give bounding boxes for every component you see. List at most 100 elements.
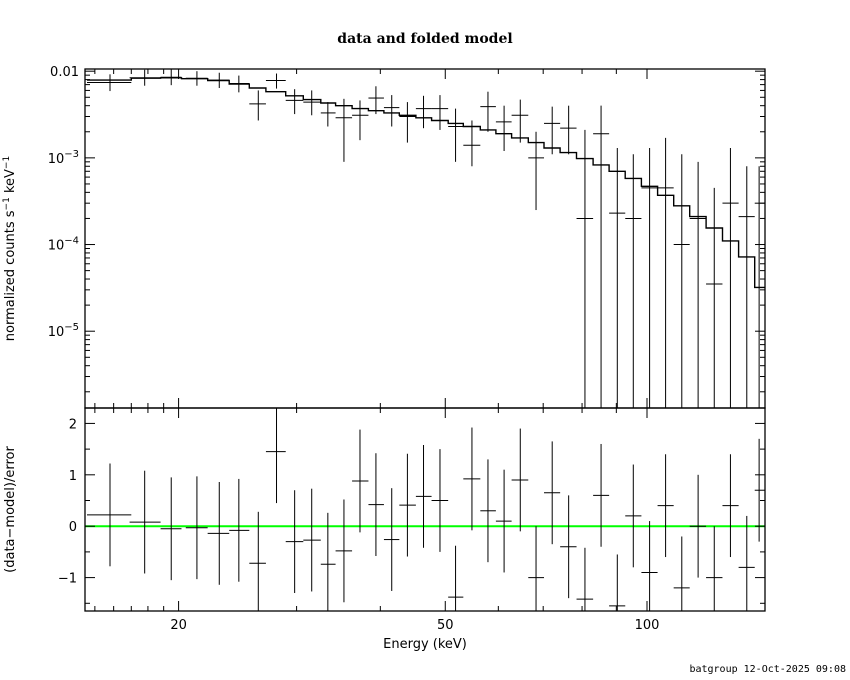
y-tick-label: −1 [58,572,77,587]
data-point [229,75,250,93]
data-point [480,91,496,132]
residual-point [593,443,610,547]
residual-point [511,428,529,532]
y-tick-label-base: 10 [48,239,65,254]
residual-point [544,441,561,545]
data-point [448,108,464,162]
y-tick-label: 2 [69,417,77,432]
data-point [383,95,400,127]
bottom-panel-frame [84,407,766,612]
x-tick-label: 100 [635,618,660,633]
data-point [303,90,321,116]
residual-point [576,547,594,611]
residual-point [249,511,266,611]
data-point [528,131,545,211]
data-point [87,74,132,92]
residual-point [229,478,250,582]
data-point [609,147,626,408]
residual-point [689,474,707,578]
residual-point [625,464,642,568]
data-point [593,105,610,408]
data-point [320,102,336,127]
footer-stamp: batgroup 12-Oct-2025 09:08 [689,664,846,675]
residual-point [657,454,674,558]
residual-point [285,490,304,594]
data-point [722,147,739,408]
data-point [673,154,690,408]
y-label-exp-2: −1 [2,156,12,169]
data-point [160,69,182,86]
residual-point [352,429,369,533]
data-points [87,69,765,408]
data-point [129,69,161,86]
residual-point [738,515,755,611]
residual-point [87,463,132,567]
residual-point [185,476,208,580]
data-point [352,100,369,141]
data-point [249,90,266,121]
chart-title: data and folded model [337,31,512,47]
residual-point [368,453,384,557]
residual-point [415,445,432,548]
y-label-mid: keV [3,169,18,197]
residual-point [641,521,658,611]
residual-point [495,469,512,573]
residuals-panel: 20 50 100 −1 0 1 2 (data−model)/error Energy (… [3,407,766,652]
bottom-y-axis-label: (data−model)/error [3,446,18,573]
y-tick-label-exp: −4 [64,236,79,247]
residual-point [722,454,739,558]
data-point [185,71,208,86]
y-tick-label: 10−3 [48,149,79,167]
data-point [576,129,594,408]
residual-points [87,408,765,611]
data-point [495,105,512,152]
residual-point [383,488,400,591]
residual-point [463,427,481,531]
data-point [265,73,286,89]
y-tick-label: 10−4 [48,236,79,254]
residual-point [528,526,545,611]
residual-point [706,526,723,611]
data-point [560,105,577,155]
residual-point [609,554,626,611]
y-label-base: normalized counts s [3,210,18,341]
residual-point [320,512,336,611]
data-point [706,187,723,408]
y-label-exp-1: −1 [2,197,12,210]
y-tick-label-exp: −3 [64,149,79,160]
top-panel-frame [84,68,766,409]
residual-point [303,488,321,592]
data-point [641,147,658,408]
y-tick-label: 0 [69,520,77,535]
x-tick-label: 20 [170,618,187,633]
bottom-axis-ticks: 20 50 100 −1 0 1 2 [58,408,766,633]
residual-point [431,449,449,552]
x-tick-label: 50 [437,618,454,633]
top-y-axis-label: normalized counts s−1 keV−1 [2,156,18,341]
y-tick-label-exp: −5 [64,322,79,333]
residual-point [160,477,182,581]
data-point [544,106,561,155]
data-point [738,166,755,408]
data-point [431,95,449,130]
y-tick-label-base: 10 [48,325,65,340]
residual-point [448,545,464,611]
data-point [463,120,481,167]
y-tick-label-base: 10 [48,152,65,167]
residual-point [129,470,161,574]
data-point [335,98,353,162]
data-point [368,86,384,115]
residual-point [207,482,230,585]
data-point [399,102,416,143]
residual-point [673,536,690,611]
x-axis-label: Energy (keV) [383,637,467,652]
residual-point [335,499,353,603]
y-tick-label-base: 0.01 [50,65,79,80]
residual-point [754,438,765,542]
y-tick-label: 1 [69,469,77,484]
residual-point [265,408,286,504]
model-histogram [87,77,765,289]
data-point [207,72,230,88]
